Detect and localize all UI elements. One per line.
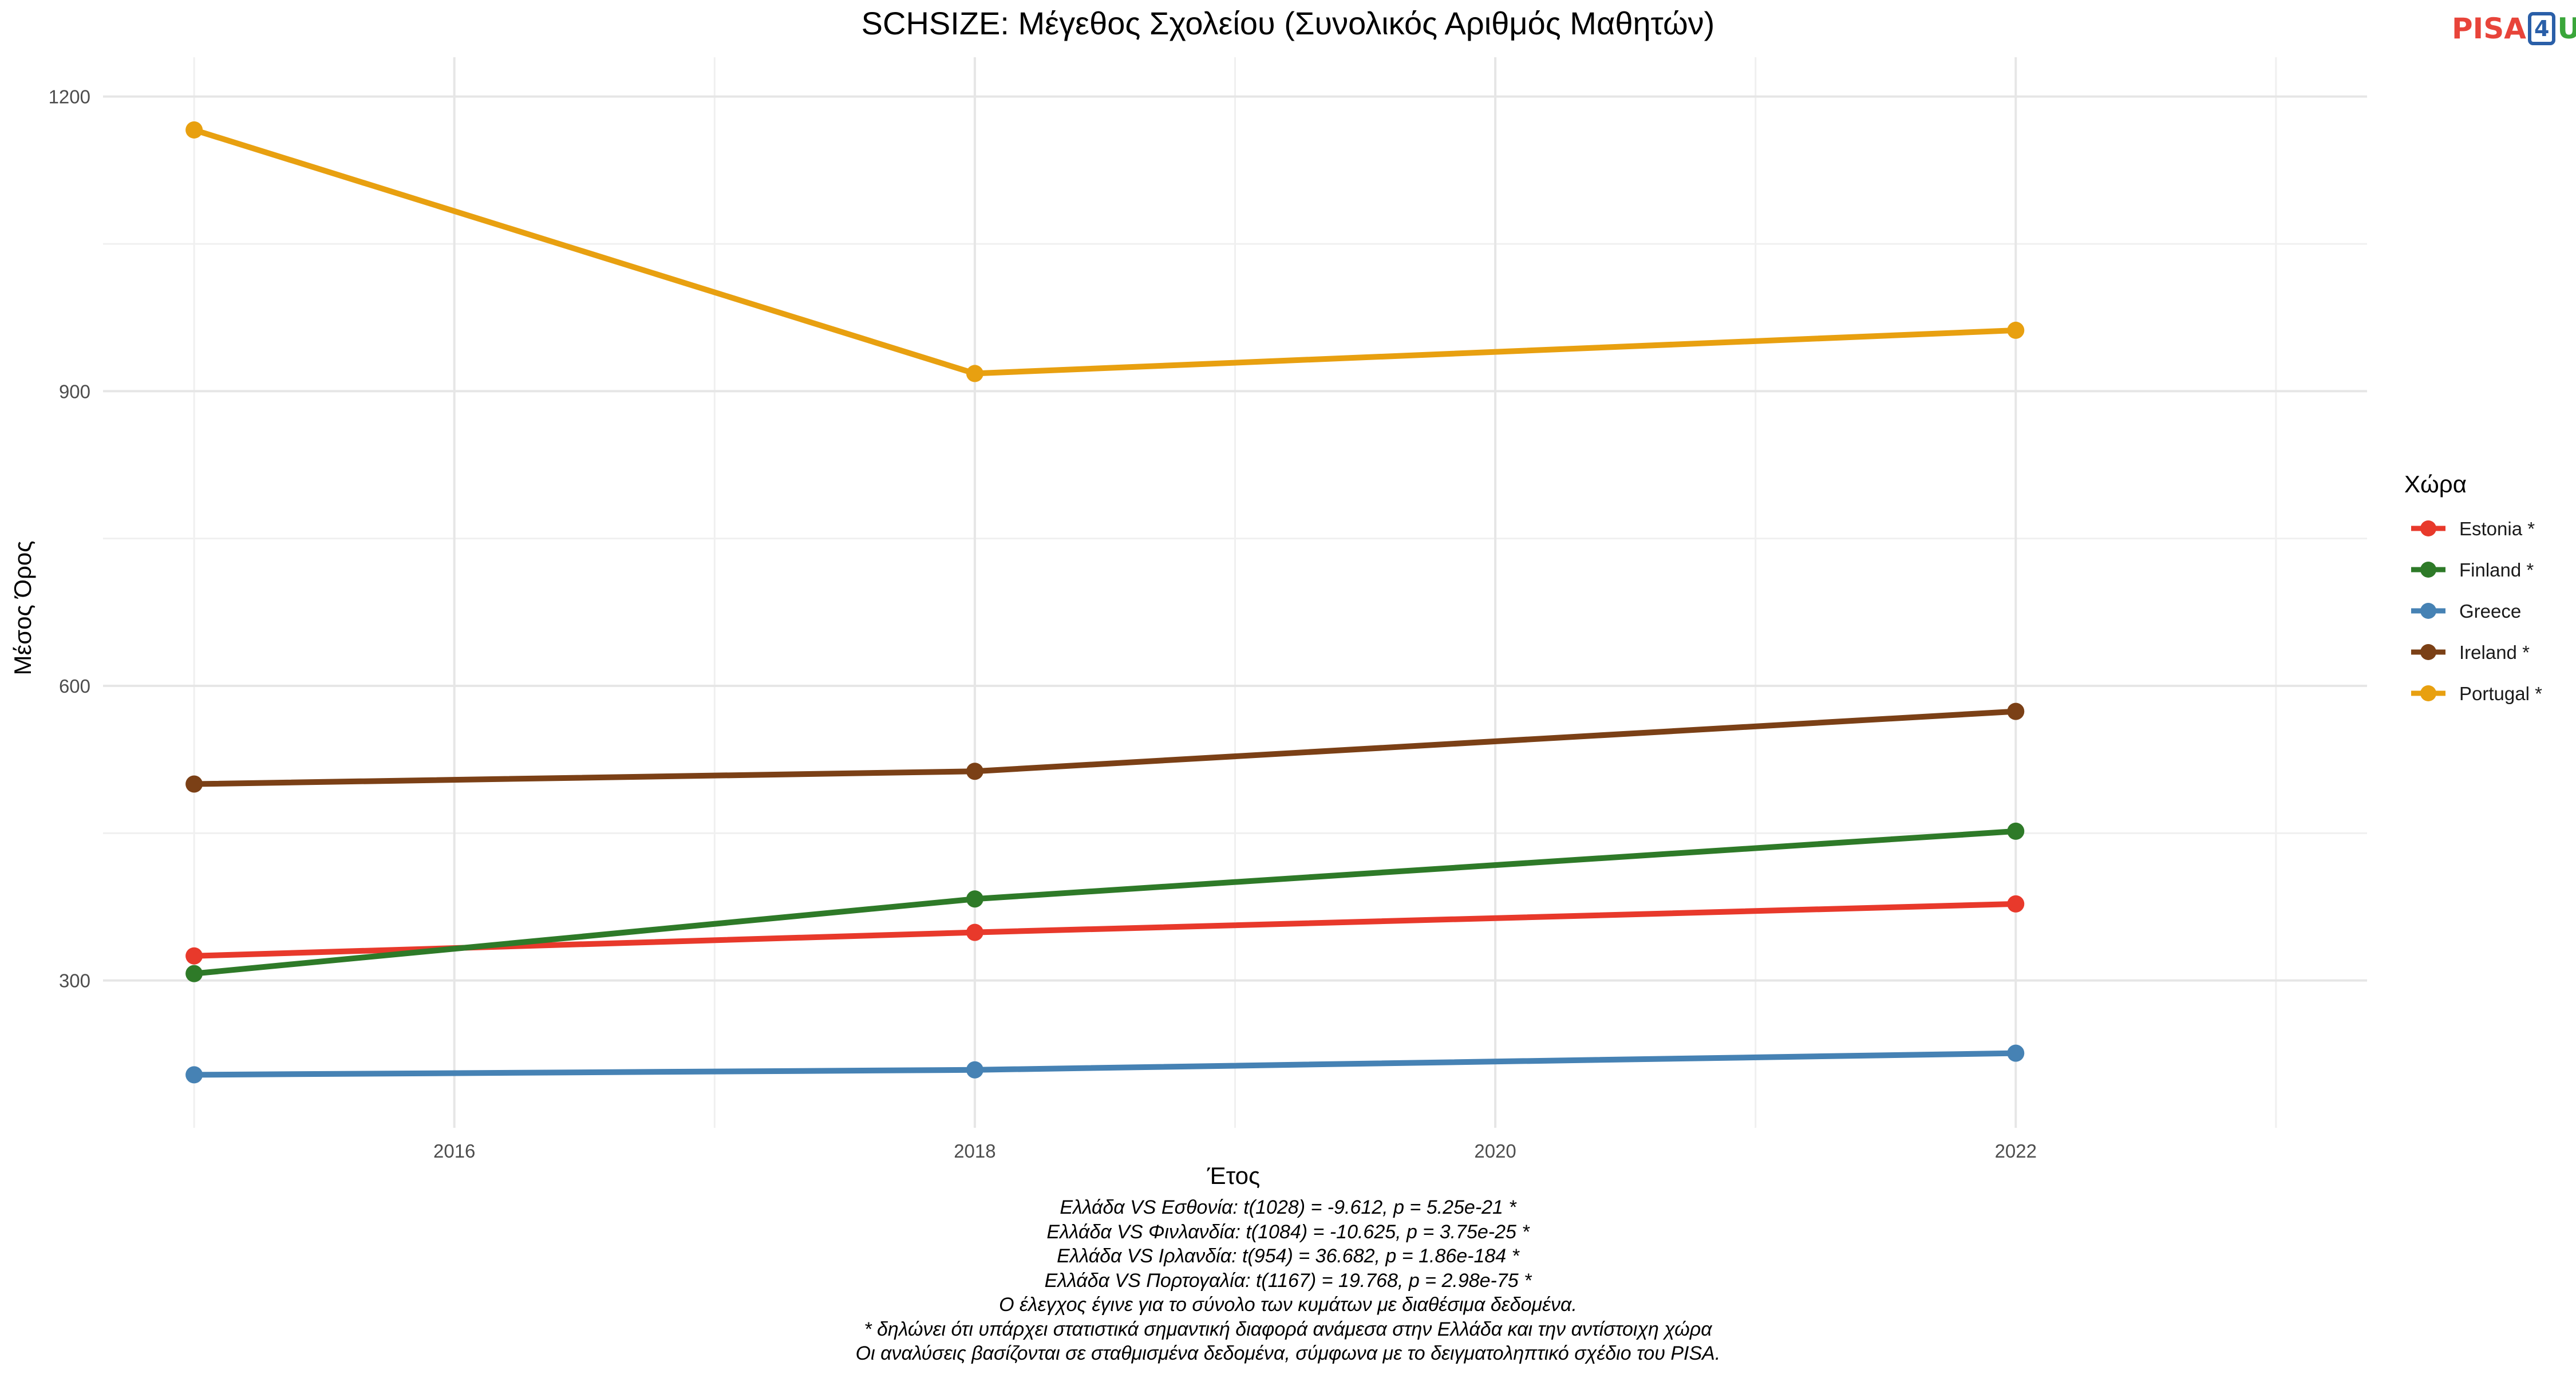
data-point-finland: [966, 890, 983, 908]
note-ireland: Ελλάδα VS Ιρλανδία: t(954) = 36.682, p =…: [1057, 1245, 1519, 1267]
y-axis-label: Μέσος Όρος: [9, 541, 36, 676]
x-tick-label: 2020: [1474, 1140, 1516, 1162]
data-point-portugal: [966, 365, 983, 382]
note-test-scope: Ο έλεγχος έγινε για το σύνολο των κυμάτω…: [999, 1294, 1577, 1316]
series-line-portugal: [191, 127, 2019, 377]
grid-lines: [103, 57, 2367, 1128]
pisa4u-logo: PISA 4 U: [2452, 10, 2576, 47]
data-point-estonia: [2007, 895, 2025, 913]
logo-text-four: 4: [2527, 12, 2556, 45]
legend-label-portugal: Portugal *: [2459, 683, 2542, 704]
legend: Χώρα Estonia * Finland * Greece Ireland * Po…: [2404, 471, 2542, 704]
legend-key-point-ireland: [2420, 644, 2436, 660]
note-significance: * δηλώνει ότι υπάρχει στατιστικά σημαντι…: [864, 1318, 1712, 1340]
data-point-portugal: [2007, 321, 2025, 339]
legend-key-point-finland: [2420, 562, 2436, 578]
data-point-ireland: [2007, 702, 2025, 720]
y-tick-label: 1200: [49, 86, 90, 108]
y-tick-label: 900: [59, 381, 90, 402]
axis-ticks: 2016 2018 2020 2022 300 600 900 1200: [49, 86, 2037, 1162]
logo-text-u: U: [2557, 12, 2576, 45]
note-portugal: Ελλάδα VS Πορτογαλία: t(1167) = 19.768, …: [1044, 1269, 1532, 1292]
legend-label-finland: Finland *: [2459, 559, 2534, 581]
data-point-estonia: [966, 923, 983, 941]
series-line-greece: [191, 1050, 2019, 1078]
series-line-finland: [191, 828, 2019, 977]
test-notes: Ελλάδα VS Εσθονία: t(1028) = -9.612, p =…: [0, 1195, 2576, 1366]
chart-title: SCHSIZE: Μέγεθος Σχολείου (Συνολικός Αρι…: [862, 5, 1715, 41]
y-tick-label: 300: [59, 970, 90, 992]
legend-label-estonia: Estonia *: [2459, 518, 2535, 539]
x-axis-label: Έτος: [1207, 1162, 1261, 1189]
x-tick-label: 2018: [954, 1140, 995, 1162]
legend-key-point-greece: [2420, 603, 2436, 619]
note-weighting: Οι αναλύσεις βασίζονται σε σταθμισμένα δ…: [855, 1343, 1721, 1364]
data-point-greece: [966, 1061, 983, 1079]
data-point-ireland: [966, 763, 983, 780]
data-point-finland: [185, 965, 203, 982]
x-tick-label: 2016: [433, 1140, 475, 1162]
data-point-finland: [2007, 822, 2025, 840]
legend-title: Χώρα: [2404, 471, 2467, 498]
legend-key-point-portugal: [2420, 685, 2436, 701]
y-tick-label: 600: [59, 676, 90, 697]
data-point-estonia: [185, 947, 203, 965]
data-point-greece: [2007, 1044, 2025, 1062]
legend-key-point-estonia: [2420, 520, 2436, 536]
note-estonia: Ελλάδα VS Εσθονία: t(1028) = -9.612, p =…: [1060, 1197, 1516, 1218]
data-point-portugal: [185, 121, 203, 139]
data-point-greece: [185, 1066, 203, 1084]
x-tick-label: 2022: [1995, 1140, 2037, 1162]
data-point-ireland: [185, 775, 203, 793]
legend-label-greece: Greece: [2459, 601, 2521, 622]
logo-text-pisa: PISA: [2452, 12, 2526, 45]
note-finland: Ελλάδα VS Φινλανδία: t(1084) = -10.625, …: [1046, 1221, 1530, 1243]
series-lines: [185, 121, 2025, 1084]
legend-label-ireland: Ireland *: [2459, 642, 2530, 663]
series-line-ireland: [191, 708, 2019, 787]
